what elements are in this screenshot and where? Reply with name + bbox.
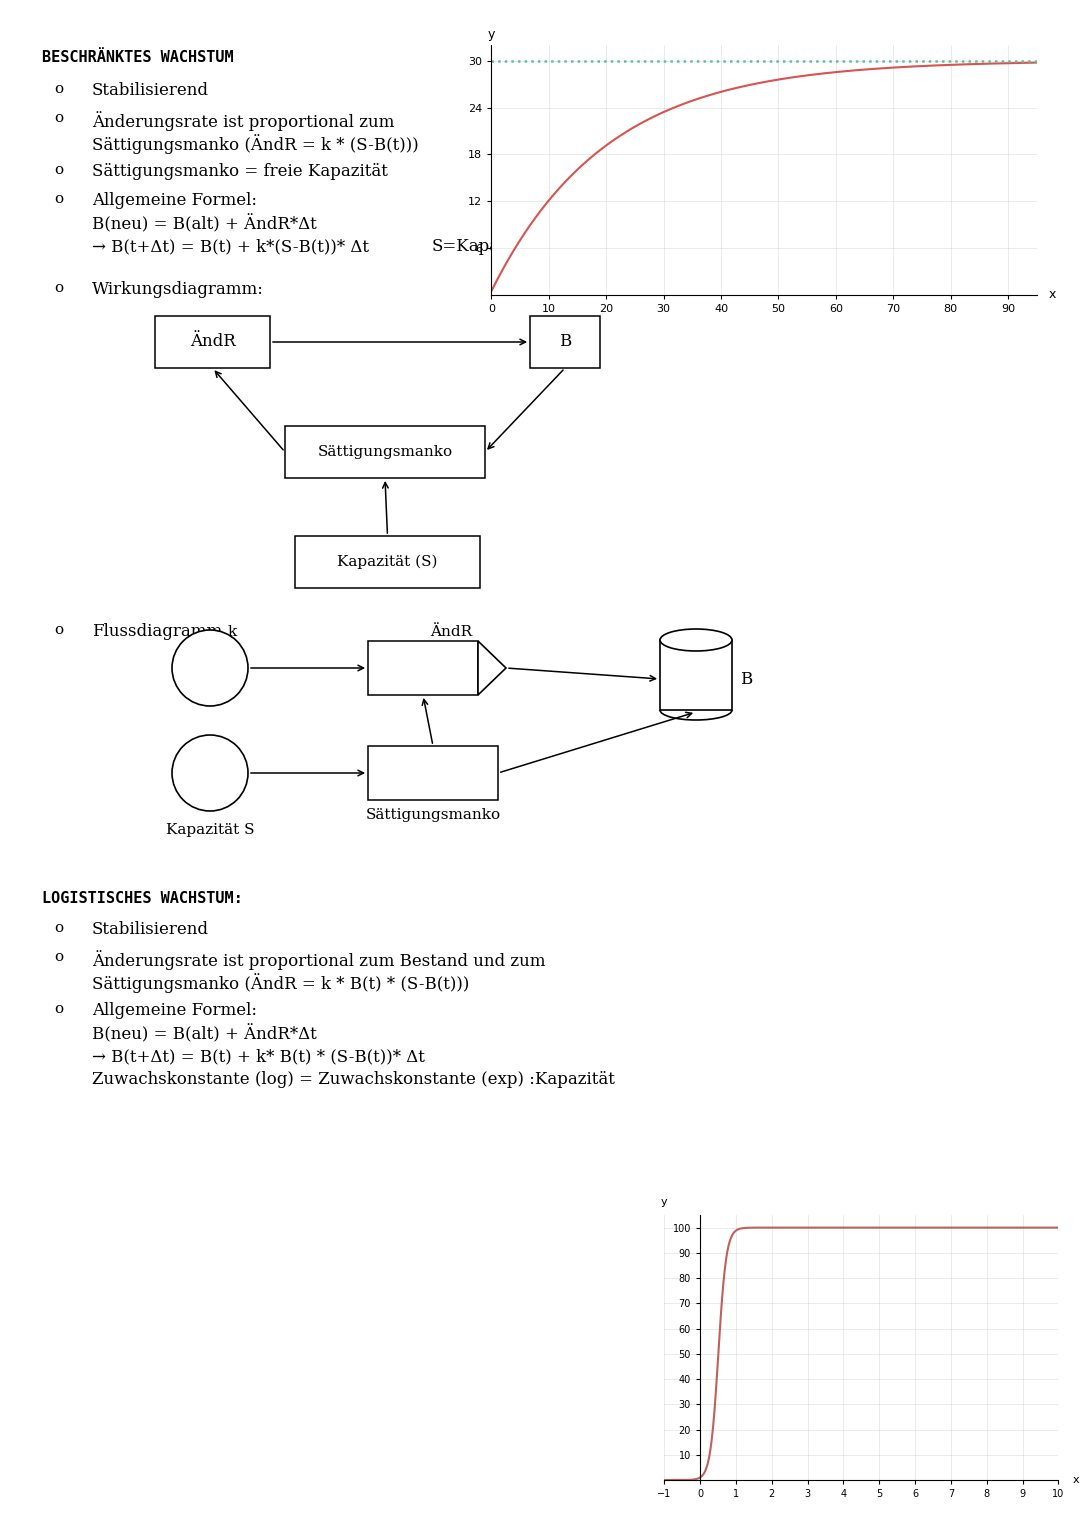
Text: ÄndR: ÄndR <box>190 333 235 351</box>
Circle shape <box>172 631 248 705</box>
Bar <box>368 747 498 800</box>
Text: Zuwachskonstante (log) = Zuwachskonstante (exp) :Kapazität: Zuwachskonstante (log) = Zuwachskonstant… <box>92 1070 615 1089</box>
Bar <box>368 641 478 695</box>
Text: LOGISTISCHES WACHSTUM:: LOGISTISCHES WACHSTUM: <box>42 890 243 906</box>
Text: Sättigungsmanko (ÄndR = k * B(t) * (S-B(t))): Sättigungsmanko (ÄndR = k * B(t) * (S-B(… <box>92 973 470 993</box>
Text: y: y <box>488 27 495 41</box>
Text: Allgemeine Formel:: Allgemeine Formel: <box>92 192 257 209</box>
Text: Sättigungsmanko: Sättigungsmanko <box>318 444 453 460</box>
Text: Stabilisierend: Stabilisierend <box>92 82 210 99</box>
Text: Kapazität (S): Kapazität (S) <box>337 554 437 570</box>
Circle shape <box>172 734 248 811</box>
Bar <box>660 640 732 710</box>
Text: o: o <box>54 281 63 295</box>
Text: k: k <box>228 625 238 638</box>
Bar <box>530 316 600 368</box>
Polygon shape <box>478 641 507 695</box>
Bar <box>295 536 480 588</box>
Text: Sättigungsmanko = freie Kapazität: Sättigungsmanko = freie Kapazität <box>92 163 388 180</box>
Text: BESCHRÄNKTES WACHSTUM: BESCHRÄNKTES WACHSTUM <box>42 50 233 66</box>
Text: o: o <box>54 192 63 206</box>
Text: → B(t+Δt) = B(t) + k* B(t) * (S-B(t))* Δt: → B(t+Δt) = B(t) + k* B(t) * (S-B(t))* Δ… <box>92 1048 424 1064</box>
Text: Sättigungsmanko: Sättigungsmanko <box>365 808 500 822</box>
Text: ÄndR: ÄndR <box>430 625 472 638</box>
Text: o: o <box>54 111 63 125</box>
Text: Sättigungsmanko (ÄndR = k * (S-B(t))): Sättigungsmanko (ÄndR = k * (S-B(t))) <box>92 134 419 154</box>
Text: B(neu) = B(alt) + ÄndR*Δt: B(neu) = B(alt) + ÄndR*Δt <box>92 215 316 234</box>
Text: o: o <box>54 82 63 96</box>
Text: Kapazität S: Kapazität S <box>165 823 254 837</box>
Text: y: y <box>661 1197 667 1208</box>
Text: B: B <box>740 670 753 687</box>
Bar <box>156 316 270 368</box>
Text: Änderungsrate ist proportional zum: Änderungsrate ist proportional zum <box>92 111 394 131</box>
Text: x: x <box>1049 289 1055 301</box>
Text: o: o <box>54 950 63 964</box>
Text: Stabilisierend: Stabilisierend <box>92 921 210 938</box>
Text: o: o <box>54 921 63 935</box>
Text: B: B <box>558 333 571 351</box>
Text: o: o <box>54 163 63 177</box>
Text: o: o <box>54 623 63 637</box>
Text: S=Kapazität: S=Kapazität <box>432 238 537 255</box>
Ellipse shape <box>660 629 732 651</box>
Text: Allgemeine Formel:: Allgemeine Formel: <box>92 1002 257 1019</box>
Text: Änderungsrate ist proportional zum Bestand und zum: Änderungsrate ist proportional zum Besta… <box>92 950 545 970</box>
Bar <box>285 426 485 478</box>
Text: Wirkungsdiagramm:: Wirkungsdiagramm: <box>92 281 264 298</box>
Text: Flussdiagramm: Flussdiagramm <box>92 623 222 640</box>
Text: o: o <box>54 1002 63 1015</box>
Text: → B(t+Δt) = B(t) + k*(S-B(t))* Δt: → B(t+Δt) = B(t) + k*(S-B(t))* Δt <box>92 238 369 255</box>
Text: B(neu) = B(alt) + ÄndR*Δt: B(neu) = B(alt) + ÄndR*Δt <box>92 1025 316 1043</box>
Text: x: x <box>1072 1475 1079 1484</box>
